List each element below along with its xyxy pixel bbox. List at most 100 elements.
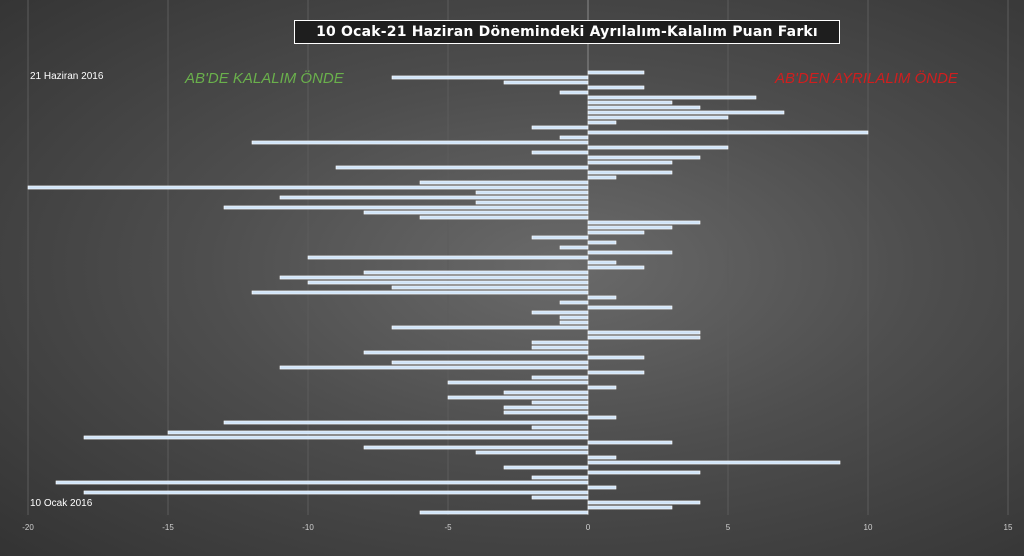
bar [587, 145, 729, 150]
bar [307, 280, 589, 285]
bar [587, 220, 701, 225]
bar [363, 445, 589, 450]
bar [587, 70, 645, 75]
bar [587, 225, 673, 230]
bar [391, 285, 589, 290]
bar [559, 90, 589, 95]
x-tick-label: -15 [162, 523, 174, 532]
bar [363, 270, 589, 275]
bar [531, 495, 589, 500]
bars [27, 70, 869, 515]
bar [587, 260, 617, 265]
bar [363, 350, 589, 355]
bar [419, 510, 589, 515]
bar [587, 170, 673, 175]
bar [559, 300, 589, 305]
x-tick-label: 10 [864, 523, 873, 532]
bar [83, 435, 589, 440]
bar [587, 120, 617, 125]
bar [587, 305, 673, 310]
bar [279, 275, 589, 280]
bar [587, 110, 785, 115]
date-label-bottom: 10 Ocak 2016 [30, 498, 93, 509]
bar [587, 385, 617, 390]
x-axis-ticks: -20 -15 -10 -5 0 5 10 15 [22, 523, 1013, 532]
bar [447, 380, 589, 385]
bar [391, 325, 589, 330]
bar [503, 80, 589, 85]
bar [587, 505, 673, 510]
annotation-remain-ahead: AB'DE KALALIM ÖNDE [185, 70, 344, 87]
x-tick-label: -5 [444, 523, 452, 532]
x-tick-label: -20 [22, 523, 34, 532]
bar [503, 465, 589, 470]
bar [587, 455, 617, 460]
bar [587, 105, 701, 110]
bar [307, 255, 589, 260]
bar [587, 295, 617, 300]
bar [587, 460, 841, 465]
bar [223, 420, 589, 425]
bar [531, 340, 589, 345]
bar [503, 410, 589, 415]
bar [531, 475, 589, 480]
bar [279, 365, 589, 370]
bar [447, 395, 589, 400]
bar [531, 125, 589, 130]
bar [587, 95, 757, 100]
bar [587, 240, 617, 245]
bar [587, 85, 645, 90]
bar [531, 345, 589, 350]
bar [531, 235, 589, 240]
bar [587, 440, 673, 445]
bar [587, 175, 617, 180]
bar [587, 160, 673, 165]
bar [587, 330, 701, 335]
bar [587, 370, 645, 375]
bar [83, 490, 589, 495]
bar [587, 250, 673, 255]
bar [559, 245, 589, 250]
bar [587, 155, 701, 160]
bar [27, 185, 589, 190]
bar [587, 470, 701, 475]
bar [475, 190, 589, 195]
bar [251, 290, 589, 295]
bar [559, 315, 589, 320]
bar [559, 320, 589, 325]
bar [419, 180, 589, 185]
bar [587, 415, 617, 420]
bar [167, 430, 589, 435]
bar [531, 425, 589, 430]
bar [503, 405, 589, 410]
bar [587, 130, 869, 135]
annotation-leave-ahead: AB'DEN AYRILALIM ÖNDE [775, 70, 958, 87]
bar [587, 335, 701, 340]
x-tick-label: 0 [586, 523, 591, 532]
bar [419, 215, 589, 220]
bar [531, 150, 589, 155]
bar [251, 140, 589, 145]
bar [587, 485, 617, 490]
bar [587, 265, 645, 270]
bar [531, 375, 589, 380]
bar [587, 115, 729, 120]
bar [531, 400, 589, 405]
bar [55, 480, 589, 485]
x-tick-label: 15 [1004, 523, 1013, 532]
x-tick-label: -10 [302, 523, 314, 532]
chart-title: 10 Ocak-21 Haziran Dönemindeki Ayrılalım… [294, 20, 840, 44]
bar [531, 310, 589, 315]
bar [391, 75, 589, 80]
bar [587, 230, 645, 235]
bar [559, 135, 589, 140]
bar [279, 195, 589, 200]
bar [587, 355, 645, 360]
date-label-top: 21 Haziran 2016 [30, 71, 104, 82]
x-tick-label: 5 [726, 523, 731, 532]
bar [391, 360, 589, 365]
bar [335, 165, 589, 170]
bar [503, 390, 589, 395]
